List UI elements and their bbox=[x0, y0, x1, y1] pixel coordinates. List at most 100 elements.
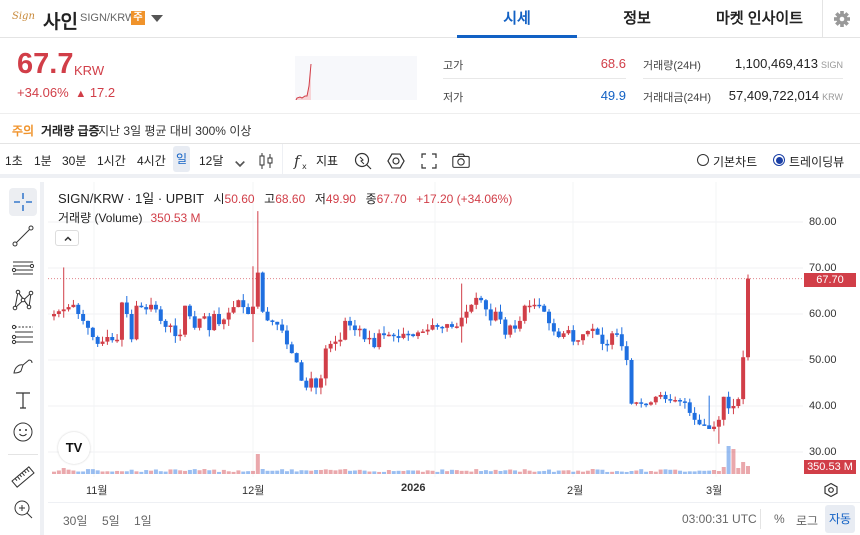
x-tick: 2월 bbox=[567, 485, 584, 497]
coin-pair: SIGN/KRW bbox=[80, 12, 136, 24]
chevron-down-icon[interactable] bbox=[230, 153, 250, 173]
change-amount: 17.2 bbox=[89, 85, 116, 100]
last-volume-tag: 350.53 M bbox=[804, 460, 856, 474]
timeframe-30m[interactable]: 30분 bbox=[62, 154, 87, 168]
volume-legend: 거래량 (Volume) 350.53 M bbox=[58, 209, 201, 226]
price-change: +34.06% ▲ 17.2 bbox=[17, 85, 115, 100]
percent-scale-button[interactable]: % bbox=[774, 512, 785, 526]
tradingview-label[interactable]: 트레이딩뷰 bbox=[789, 155, 845, 169]
fullscreen-icon[interactable] bbox=[419, 151, 439, 171]
parallel-lines-icon bbox=[11, 261, 35, 275]
timeframe-12mo[interactable]: 12달 bbox=[199, 154, 224, 168]
x-tick: 12월 bbox=[242, 485, 265, 497]
zoom-tool[interactable] bbox=[9, 495, 37, 523]
horizontal-lines-tool[interactable] bbox=[9, 254, 37, 282]
symbol-line: SIGN/KRW · 1일 · UPBIT bbox=[58, 191, 204, 206]
mini-price-chart bbox=[295, 56, 417, 101]
x-tick: 11월 bbox=[86, 485, 108, 497]
volume-24h-unit: SIGN bbox=[820, 60, 843, 70]
chart-legend: SIGN/KRW · 1일 · UPBIT 시50.60 고68.60 저49.… bbox=[58, 188, 512, 207]
text-icon bbox=[16, 392, 30, 409]
auto-scale-button[interactable]: 자동 bbox=[825, 505, 856, 533]
y-tick: 60.00 bbox=[809, 308, 837, 320]
divider bbox=[760, 509, 761, 529]
alert-text: 지난 3일 평균 대비 300% 이상 bbox=[98, 124, 252, 138]
timeframe-1m[interactable]: 1분 bbox=[34, 154, 52, 168]
divider bbox=[443, 78, 626, 79]
indicators-button[interactable]: 지표 bbox=[316, 154, 339, 168]
timeframe-1d[interactable]: 일 bbox=[173, 146, 191, 172]
basic-chart-radio[interactable] bbox=[697, 154, 709, 166]
range-5d[interactable]: 5일 bbox=[102, 514, 120, 528]
volume-alert-banner: 주의 거래량 급증 지난 3일 평균 대비 300% 이상 bbox=[0, 113, 860, 143]
range-1d[interactable]: 1일 bbox=[134, 514, 152, 528]
y-tick: 80.00 bbox=[809, 216, 837, 228]
camera-icon[interactable] bbox=[451, 151, 471, 171]
alert-search-icon[interactable] bbox=[353, 151, 373, 171]
high-value: 68.6 bbox=[600, 56, 626, 71]
svg-text:x: x bbox=[302, 162, 307, 171]
y-tick: 30.00 bbox=[809, 446, 837, 458]
amount-24h-label: 거래대금(24H) bbox=[643, 92, 711, 104]
alert-title: 거래량 급증 bbox=[41, 124, 100, 138]
high-label: 고 bbox=[264, 192, 276, 206]
amount-24h-number: 57,409,722,014 bbox=[728, 88, 820, 103]
coin-logo: Sign bbox=[12, 11, 35, 22]
emoji-tool[interactable] bbox=[9, 418, 37, 446]
change-value: +17.20 (+34.06%) bbox=[416, 192, 513, 206]
function-icon[interactable]: f x bbox=[292, 151, 312, 171]
up-arrow-icon: ▲ bbox=[75, 88, 87, 100]
tab-info[interactable]: 정보 bbox=[623, 10, 651, 27]
divider bbox=[8, 454, 38, 455]
volume-value: 350.53 M bbox=[150, 211, 201, 225]
volume-label: 거래량 (Volume) bbox=[58, 211, 143, 225]
template-hexagon-icon[interactable] bbox=[386, 151, 406, 171]
y-tick: 40.00 bbox=[809, 400, 837, 412]
coin-dropdown-caret-icon[interactable] bbox=[151, 15, 163, 22]
brush-tool[interactable] bbox=[9, 352, 37, 380]
high-label: 고가 bbox=[443, 60, 464, 72]
utc-clock[interactable]: 03:00:31 UTC bbox=[682, 512, 757, 526]
measure-tool[interactable] bbox=[9, 463, 37, 491]
pattern-tool[interactable] bbox=[9, 286, 37, 314]
zoom-in-icon bbox=[14, 500, 33, 519]
fibonacci-tool[interactable] bbox=[9, 320, 37, 348]
trend-line-tool[interactable] bbox=[9, 222, 37, 250]
chevron-up-icon bbox=[64, 236, 72, 242]
fibonacci-icon bbox=[11, 324, 33, 345]
tradingview-radio[interactable] bbox=[773, 154, 785, 166]
crosshair-tool[interactable] bbox=[9, 188, 37, 216]
settings-button[interactable] bbox=[822, 0, 860, 38]
basic-chart-label[interactable]: 기본차트 bbox=[713, 155, 758, 169]
text-tool[interactable] bbox=[9, 386, 37, 414]
price-unit: KRW bbox=[74, 63, 105, 78]
tab-price[interactable]: 시세 bbox=[457, 0, 577, 38]
tradingview-logo[interactable]: TV bbox=[58, 432, 90, 464]
candle-type-icon[interactable] bbox=[256, 151, 276, 171]
brush-icon bbox=[13, 359, 33, 374]
chart-settings-icon[interactable] bbox=[823, 482, 839, 498]
crosshair-icon bbox=[14, 193, 32, 211]
trend-line-icon bbox=[12, 225, 34, 247]
log-scale-button[interactable]: 로그 bbox=[796, 514, 819, 528]
y-tick: 70.00 bbox=[809, 262, 837, 274]
open-label: 시 bbox=[213, 192, 225, 206]
ruler-icon bbox=[11, 466, 35, 488]
collapse-legend-button[interactable] bbox=[55, 230, 79, 246]
tab-market-insight[interactable]: 마켓 인사이트 bbox=[716, 10, 803, 27]
candlestick-plot[interactable] bbox=[48, 182, 860, 502]
divider bbox=[643, 78, 843, 79]
top-header: Sign 사인 SIGN/KRW 주 시세 정보 마켓 인사이트 bbox=[0, 0, 860, 38]
current-price: 67.7 bbox=[17, 48, 74, 80]
smiley-icon bbox=[13, 422, 33, 442]
range-30d[interactable]: 30일 bbox=[63, 514, 88, 528]
x-tick: 3월 bbox=[706, 485, 723, 497]
timeframe-1h[interactable]: 1시간 bbox=[97, 154, 126, 168]
volume-24h-number: 1,100,469,413 bbox=[734, 56, 818, 71]
tradingview-chart[interactable]: SIGN/KRW · 1일 · UPBIT 시50.60 고68.60 저49.… bbox=[48, 182, 860, 502]
timeframe-4h[interactable]: 4시간 bbox=[137, 154, 166, 168]
timeframe-1s[interactable]: 1초 bbox=[5, 154, 23, 168]
drawing-toolbar bbox=[0, 182, 44, 535]
amount-24h-unit: KRW bbox=[822, 92, 843, 102]
gear-icon bbox=[834, 11, 850, 27]
